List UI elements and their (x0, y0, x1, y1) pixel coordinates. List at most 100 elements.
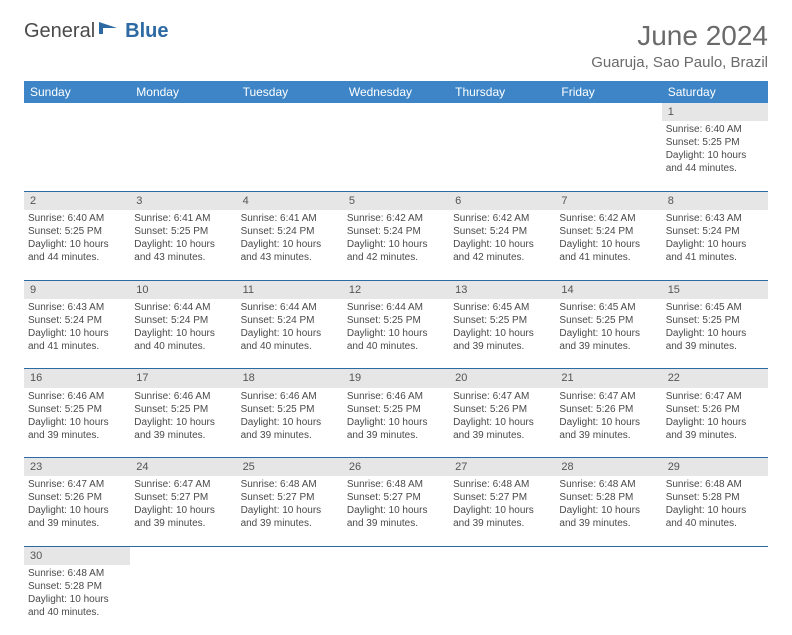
sunrise-line: Sunrise: 6:40 AM (28, 212, 126, 225)
sunset-line: Sunset: 5:24 PM (559, 225, 657, 238)
day-number-cell: 28 (555, 458, 661, 477)
daylight-line: Daylight: 10 hours and 39 minutes. (347, 504, 445, 530)
day-number-cell: 30 (24, 546, 130, 565)
flag-icon (99, 20, 121, 43)
day-content: Sunrise: 6:44 AMSunset: 5:25 PMDaylight:… (347, 301, 445, 353)
day-number-cell: 18 (237, 369, 343, 388)
day-cell: Sunrise: 6:47 AMSunset: 5:26 PMDaylight:… (555, 388, 661, 458)
weekday-header: Wednesday (343, 81, 449, 103)
day-cell (662, 565, 768, 635)
sunset-line: Sunset: 5:26 PM (28, 491, 126, 504)
sunrise-line: Sunrise: 6:40 AM (666, 123, 764, 136)
sunset-line: Sunset: 5:24 PM (134, 314, 232, 327)
daylight-line: Daylight: 10 hours and 39 minutes. (453, 504, 551, 530)
day-cell: Sunrise: 6:42 AMSunset: 5:24 PMDaylight:… (343, 210, 449, 280)
day-number-cell: 12 (343, 280, 449, 299)
day-number-row: 30 (24, 546, 768, 565)
day-content: Sunrise: 6:46 AMSunset: 5:25 PMDaylight:… (347, 390, 445, 442)
day-number-cell (555, 546, 661, 565)
day-number-row: 1 (24, 103, 768, 121)
day-content: Sunrise: 6:48 AMSunset: 5:27 PMDaylight:… (347, 478, 445, 530)
day-cell (343, 565, 449, 635)
day-number-cell: 2 (24, 191, 130, 210)
day-number-cell: 3 (130, 191, 236, 210)
sunrise-line: Sunrise: 6:42 AM (559, 212, 657, 225)
logo-text-blue: Blue (125, 20, 168, 43)
daylight-line: Daylight: 10 hours and 39 minutes. (134, 416, 232, 442)
weekday-header: Friday (555, 81, 661, 103)
sunset-line: Sunset: 5:24 PM (453, 225, 551, 238)
day-number-cell: 5 (343, 191, 449, 210)
sunset-line: Sunset: 5:25 PM (347, 314, 445, 327)
sunrise-line: Sunrise: 6:42 AM (347, 212, 445, 225)
month-title: June 2024 (591, 20, 768, 52)
day-cell: Sunrise: 6:40 AMSunset: 5:25 PMDaylight:… (24, 210, 130, 280)
day-content: Sunrise: 6:48 AMSunset: 5:28 PMDaylight:… (559, 478, 657, 530)
daylight-line: Daylight: 10 hours and 41 minutes. (28, 327, 126, 353)
day-number-cell: 9 (24, 280, 130, 299)
day-number-cell: 16 (24, 369, 130, 388)
sunrise-line: Sunrise: 6:41 AM (134, 212, 232, 225)
day-content: Sunrise: 6:45 AMSunset: 5:25 PMDaylight:… (559, 301, 657, 353)
day-cell: Sunrise: 6:46 AMSunset: 5:25 PMDaylight:… (237, 388, 343, 458)
day-number-cell (130, 103, 236, 121)
day-number-cell: 1 (662, 103, 768, 121)
day-number-cell: 13 (449, 280, 555, 299)
day-number-cell (449, 103, 555, 121)
day-cell (449, 121, 555, 191)
daylight-line: Daylight: 10 hours and 40 minutes. (134, 327, 232, 353)
day-cell: Sunrise: 6:45 AMSunset: 5:25 PMDaylight:… (555, 299, 661, 369)
sunrise-line: Sunrise: 6:42 AM (453, 212, 551, 225)
day-number-cell (24, 103, 130, 121)
day-number-row: 2345678 (24, 191, 768, 210)
daylight-line: Daylight: 10 hours and 40 minutes. (666, 504, 764, 530)
day-cell (555, 121, 661, 191)
day-number-cell: 19 (343, 369, 449, 388)
weekday-header: Thursday (449, 81, 555, 103)
sunrise-line: Sunrise: 6:45 AM (453, 301, 551, 314)
day-number-cell (130, 546, 236, 565)
sunrise-line: Sunrise: 6:47 AM (134, 478, 232, 491)
daylight-line: Daylight: 10 hours and 39 minutes. (559, 416, 657, 442)
day-content: Sunrise: 6:40 AMSunset: 5:25 PMDaylight:… (666, 123, 764, 175)
sunset-line: Sunset: 5:25 PM (666, 136, 764, 149)
daylight-line: Daylight: 10 hours and 39 minutes. (559, 327, 657, 353)
day-content-row: Sunrise: 6:40 AMSunset: 5:25 PMDaylight:… (24, 210, 768, 280)
day-number-cell: 6 (449, 191, 555, 210)
day-cell: Sunrise: 6:48 AMSunset: 5:28 PMDaylight:… (555, 476, 661, 546)
sunset-line: Sunset: 5:25 PM (666, 314, 764, 327)
day-number-row: 16171819202122 (24, 369, 768, 388)
day-number-row: 23242526272829 (24, 458, 768, 477)
sunrise-line: Sunrise: 6:46 AM (28, 390, 126, 403)
day-number-cell: 17 (130, 369, 236, 388)
title-block: June 2024 Guaruja, Sao Paulo, Brazil (591, 20, 768, 71)
day-cell: Sunrise: 6:46 AMSunset: 5:25 PMDaylight:… (130, 388, 236, 458)
sunrise-line: Sunrise: 6:47 AM (559, 390, 657, 403)
day-cell: Sunrise: 6:48 AMSunset: 5:27 PMDaylight:… (237, 476, 343, 546)
daylight-line: Daylight: 10 hours and 39 minutes. (666, 416, 764, 442)
day-number-row: 9101112131415 (24, 280, 768, 299)
day-content: Sunrise: 6:44 AMSunset: 5:24 PMDaylight:… (134, 301, 232, 353)
sunrise-line: Sunrise: 6:48 AM (666, 478, 764, 491)
day-number-cell: 24 (130, 458, 236, 477)
day-number-cell: 25 (237, 458, 343, 477)
daylight-line: Daylight: 10 hours and 39 minutes. (241, 416, 339, 442)
day-content: Sunrise: 6:45 AMSunset: 5:25 PMDaylight:… (453, 301, 551, 353)
day-number-cell: 7 (555, 191, 661, 210)
daylight-line: Daylight: 10 hours and 40 minutes. (241, 327, 339, 353)
day-content: Sunrise: 6:45 AMSunset: 5:25 PMDaylight:… (666, 301, 764, 353)
sunrise-line: Sunrise: 6:46 AM (241, 390, 339, 403)
sunrise-line: Sunrise: 6:45 AM (666, 301, 764, 314)
sunset-line: Sunset: 5:28 PM (559, 491, 657, 504)
sunset-line: Sunset: 5:24 PM (241, 225, 339, 238)
day-content-row: Sunrise: 6:40 AMSunset: 5:25 PMDaylight:… (24, 121, 768, 191)
sunrise-line: Sunrise: 6:41 AM (241, 212, 339, 225)
logo-text-general: General (24, 20, 95, 43)
day-cell: Sunrise: 6:47 AMSunset: 5:26 PMDaylight:… (449, 388, 555, 458)
day-cell: Sunrise: 6:40 AMSunset: 5:25 PMDaylight:… (662, 121, 768, 191)
daylight-line: Daylight: 10 hours and 42 minutes. (453, 238, 551, 264)
sunset-line: Sunset: 5:26 PM (453, 403, 551, 416)
day-content: Sunrise: 6:46 AMSunset: 5:25 PMDaylight:… (241, 390, 339, 442)
daylight-line: Daylight: 10 hours and 39 minutes. (28, 416, 126, 442)
day-cell: Sunrise: 6:42 AMSunset: 5:24 PMDaylight:… (555, 210, 661, 280)
